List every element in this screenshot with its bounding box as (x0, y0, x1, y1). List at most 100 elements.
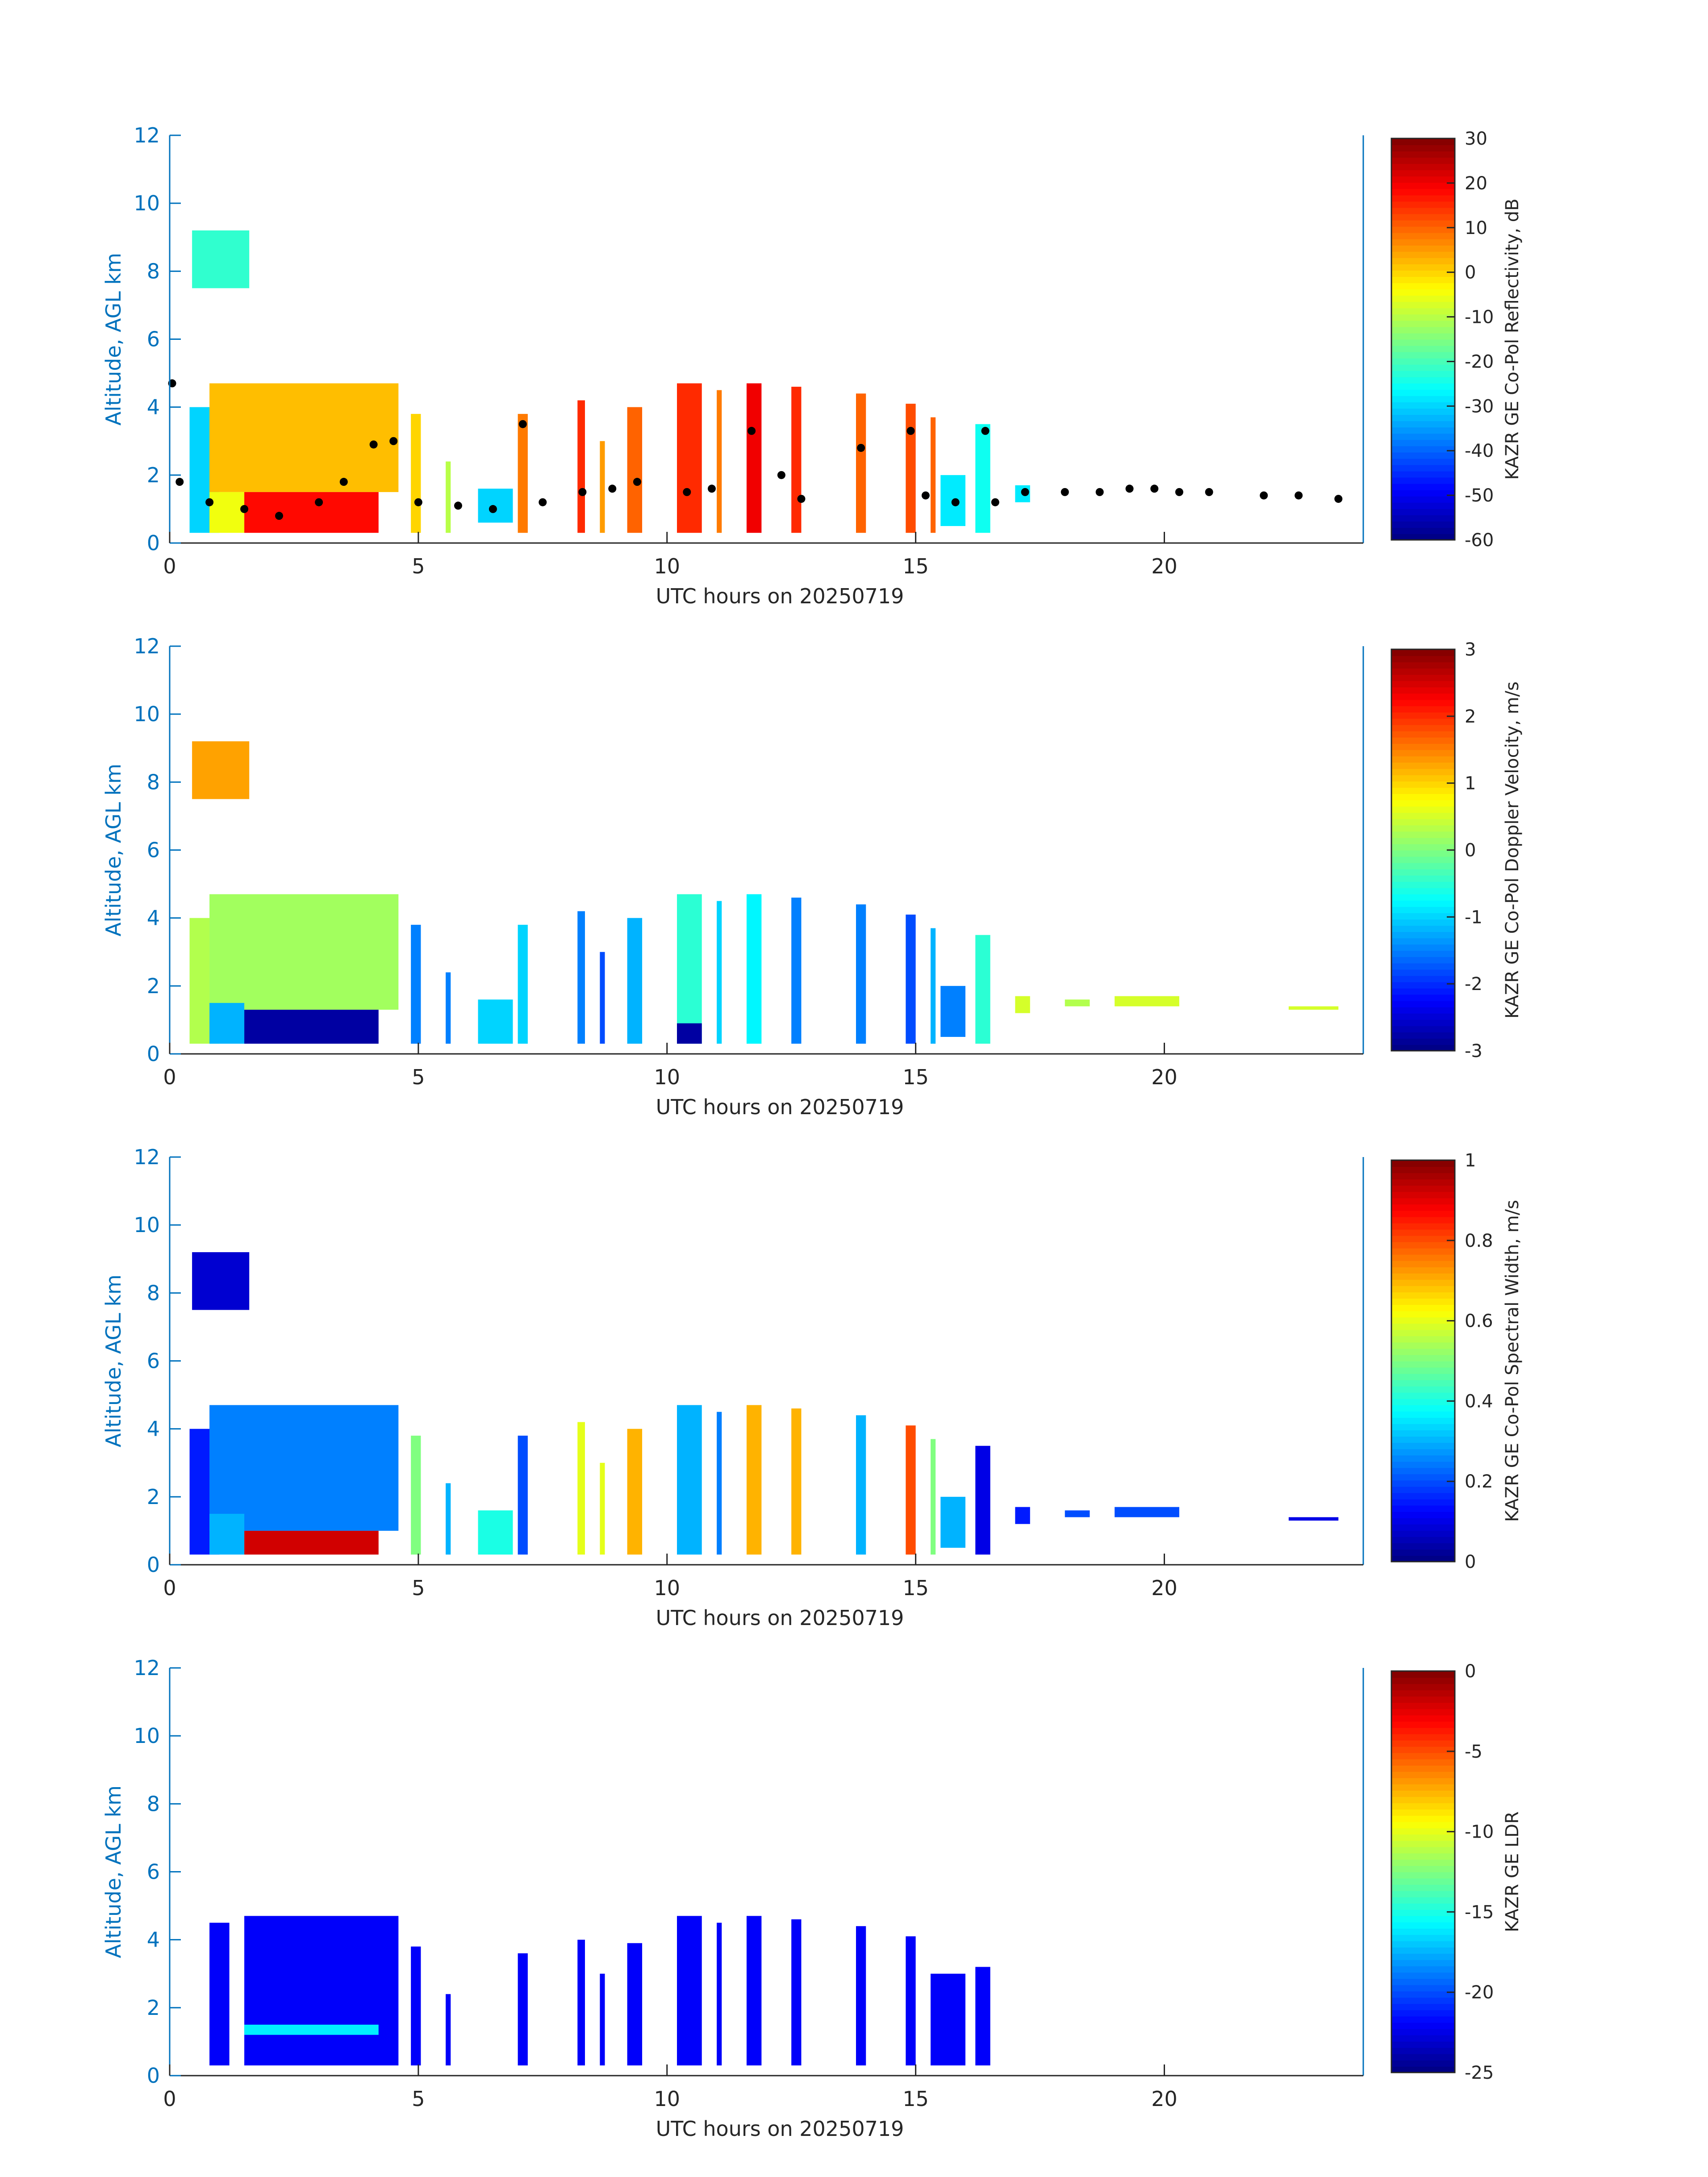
echo-cell (600, 1973, 605, 2066)
colorbar-segment (1391, 919, 1455, 926)
colorbar-segment (1391, 844, 1455, 851)
colorbar-segment (1391, 1179, 1455, 1186)
echo-cell (1115, 1507, 1179, 1517)
echo-cell (600, 1462, 605, 1555)
echo-cell (600, 441, 605, 533)
y-axis-label: Altitude, AGL km (101, 1274, 125, 1447)
y-tick-label: 12 (134, 1656, 160, 1680)
cloud-base-point (1125, 485, 1134, 493)
colorbar-tick-label: 1 (1465, 773, 1476, 794)
colorbar-segment (1391, 182, 1455, 189)
y-tick-label: 2 (147, 1996, 160, 2020)
colorbar-segment (1391, 1417, 1455, 1424)
colorbar-segment (1391, 1411, 1455, 1418)
colorbar-segment (1391, 875, 1455, 882)
colorbar-segment (1391, 837, 1455, 844)
echo-cell (940, 986, 965, 1037)
colorbar-segment (1391, 421, 1455, 428)
colorbar-segment (1391, 2053, 1455, 2060)
echo-cell (209, 383, 399, 492)
colorbar-segment (1391, 1909, 1455, 1916)
colorbar-segment (1391, 238, 1455, 246)
colorbar-segment (1391, 900, 1455, 907)
panel-1: 0 2 4 6 8 10 12 0 5 10 15 20 UTC hours on 20250719 Al… (101, 123, 1523, 608)
colorbar-segment (1391, 731, 1455, 738)
colorbar-frame (1391, 138, 1456, 541)
echo-cell (931, 1973, 965, 2066)
colorbar-segment (1391, 446, 1455, 453)
colorbar-segment (1391, 1878, 1455, 1885)
colorbar-segment (1391, 1985, 1455, 1992)
colorbar-segment (1391, 1790, 1455, 1797)
colorbar-segment (1391, 226, 1455, 233)
x-axis-label: UTC hours on 20250719 (656, 2117, 904, 2141)
cloud-base-point (578, 488, 587, 496)
colorbar-segment (1391, 1715, 1455, 1722)
colorbar-segment (1391, 1549, 1455, 1556)
x-tick-label: 0 (163, 554, 176, 578)
colorbar-tick-label: 0 (1465, 1661, 1476, 1682)
colorbar-segment (1391, 662, 1455, 669)
colorbar-segment (1391, 1449, 1455, 1456)
y-tick-label: 8 (147, 1281, 160, 1305)
echo-cell (975, 1446, 990, 1555)
colorbar-segment (1391, 188, 1455, 196)
echo-cell (209, 1922, 230, 2066)
colorbar-tick-label: -2 (1465, 974, 1482, 994)
colorbar-segment (1391, 370, 1455, 377)
echo-cell (411, 1946, 421, 2066)
colorbar-segment (1391, 768, 1455, 775)
colorbar-segment (1391, 1044, 1455, 1051)
echo-cell (791, 898, 802, 1044)
colorbar-segment (1391, 681, 1455, 688)
echo-cell (717, 1922, 722, 2066)
colorbar-segment (1391, 906, 1455, 913)
colorbar-tick-label: -40 (1465, 441, 1494, 461)
echo-cell (446, 1994, 451, 2066)
colorbar-segment (1391, 1329, 1455, 1337)
echo-cell (906, 404, 916, 533)
colorbar-segment (1391, 364, 1455, 371)
colorbar-segment (1391, 376, 1455, 384)
cloud-base-point (1334, 495, 1343, 503)
echo-cell (717, 901, 722, 1044)
echo-cell (209, 1003, 245, 1044)
colorbar-segment (1391, 245, 1455, 252)
colorbar-segment (1391, 743, 1455, 750)
colorbar-segment (1391, 1511, 1455, 1518)
colorbar-segment (1391, 383, 1455, 390)
cloud-base-point (240, 505, 249, 513)
echo-cell (244, 2024, 379, 2035)
colorbar-segment (1391, 894, 1455, 901)
colorbar-segment (1391, 521, 1455, 528)
colorbar-segment (1391, 938, 1455, 945)
colorbar-segment (1391, 969, 1455, 976)
echo-cell (717, 1412, 722, 1555)
echo-cell (746, 383, 762, 533)
colorbar-segment (1391, 345, 1455, 352)
x-tick-label: 20 (1151, 1065, 1178, 1089)
colorbar-segment (1391, 1266, 1455, 1274)
colorbar-segment (1391, 1386, 1455, 1393)
colorbar-segment (1391, 982, 1455, 989)
cloud-base-point (1175, 488, 1183, 496)
colorbar-segment (1391, 856, 1455, 863)
echo-cell (906, 1936, 916, 2066)
colorbar-segment (1391, 1972, 1455, 1979)
colorbar-segment (1391, 1721, 1455, 1728)
colorbar-segment (1391, 308, 1455, 315)
y-tick-label: 2 (147, 1485, 160, 1509)
colorbar-segment (1391, 502, 1455, 509)
cloud-base-point (683, 488, 691, 496)
y-tick-label: 8 (147, 259, 160, 283)
cloud-base-point (414, 498, 422, 506)
colorbar-segment (1391, 762, 1455, 769)
cloud-base-point (1095, 488, 1104, 496)
echo-cell (1015, 996, 1030, 1013)
colorbar-segment (1391, 1480, 1455, 1487)
echo-cell (1065, 1510, 1090, 1517)
colorbar-segment (1391, 1865, 1455, 1872)
x-tick-label: 15 (902, 2087, 929, 2111)
echo-cell (209, 1513, 245, 1555)
